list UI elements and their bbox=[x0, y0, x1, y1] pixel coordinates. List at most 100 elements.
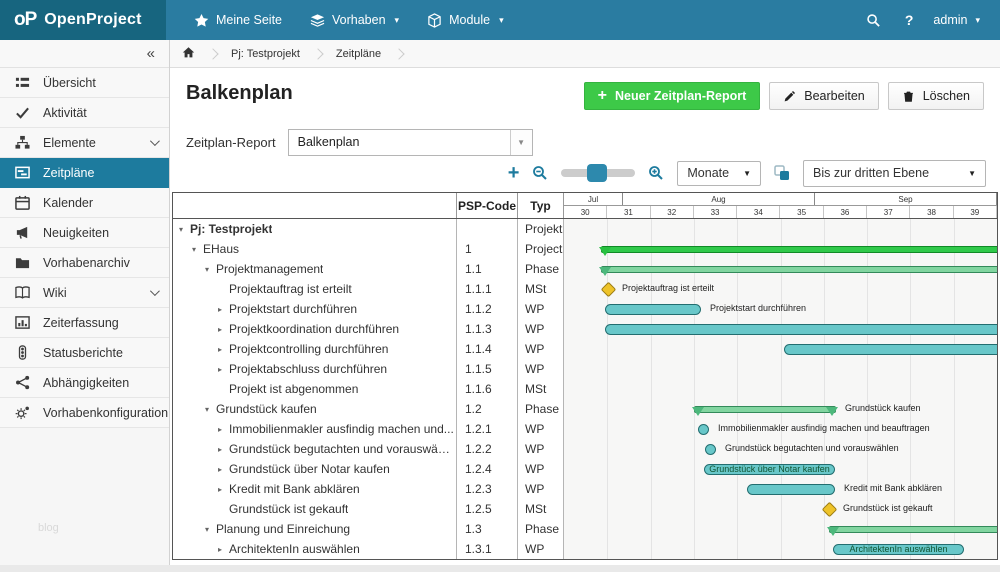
add-column-button[interactable]: + bbox=[507, 162, 520, 184]
task-bar-projektkoordination-durchf-hren[interactable] bbox=[605, 323, 997, 335]
outline-levels-icon[interactable] bbox=[774, 165, 790, 181]
collapse-row-icon[interactable]: ▾ bbox=[205, 404, 210, 414]
sidebar-item-bersicht[interactable]: Übersicht bbox=[0, 68, 169, 98]
nav-item-meine-seite[interactable]: Meine Seite bbox=[180, 0, 296, 40]
expand-row-icon[interactable]: ▸ bbox=[218, 444, 223, 454]
sidebar-item-label: Übersicht bbox=[43, 75, 96, 90]
expand-row-icon[interactable]: ▸ bbox=[218, 304, 223, 314]
openproject-logo[interactable]: oP OpenProject bbox=[0, 0, 166, 40]
gantt-chart: PSP-Code Typ Jul Aug Sep 30 31 32 33 34 35 36 37 3… bbox=[172, 192, 998, 560]
edit-button[interactable]: Bearbeiten bbox=[769, 82, 879, 110]
expand-row-icon[interactable]: ▸ bbox=[218, 364, 223, 374]
wiki-icon bbox=[14, 285, 30, 300]
column-header-typ[interactable]: Typ bbox=[518, 193, 564, 218]
gantt-row-grundst-ck-ist-gekauft[interactable]: Grundstück ist gekauft 1.2.5 MSt bbox=[173, 499, 997, 519]
expand-row-icon[interactable]: ▸ bbox=[218, 344, 223, 354]
row-name-cell: ▸ Kredit mit Bank abklären bbox=[173, 479, 457, 499]
timeline-week-39: 39 bbox=[954, 206, 997, 218]
layers-icon bbox=[310, 13, 325, 28]
sidebar-item-aktivit-t[interactable]: Aktivität bbox=[0, 98, 169, 128]
report-select[interactable]: Balkenplan ▼ bbox=[287, 128, 533, 156]
task-bar-projektcontrolling-durchf-hren[interactable] bbox=[784, 343, 997, 355]
collapse-icon: « bbox=[146, 45, 155, 62]
sidebar-item-elemente[interactable]: Elemente bbox=[0, 128, 169, 158]
sidebar-collapse-button[interactable]: « bbox=[0, 40, 169, 68]
task-bar-architektenin-ausw-hlen[interactable]: ArchitektenIn auswählen bbox=[833, 543, 964, 555]
expand-row-icon[interactable]: ▸ bbox=[218, 544, 223, 554]
sidebar-item-vorhabenarchiv[interactable]: Vorhabenarchiv bbox=[0, 248, 169, 278]
gantt-row-pj-testprojekt[interactable]: ▾ Pj: Testprojekt Projekt bbox=[173, 219, 997, 239]
gantt-row-projektabschluss-durchf-hren[interactable]: ▸ Projektabschluss durchführen 1.1.5 WP bbox=[173, 359, 997, 379]
breadcrumb-item-pj-testprojekt[interactable]: Pj: Testprojekt bbox=[231, 47, 300, 60]
sidebar-item-abh-ngigkeiten[interactable]: Abhängigkeiten bbox=[0, 368, 169, 398]
collapse-row-icon[interactable]: ▾ bbox=[192, 244, 197, 254]
collapse-row-icon[interactable]: ▾ bbox=[205, 264, 210, 274]
task-bar-grundst-ck-begutachten-und-vorausw-hlen[interactable] bbox=[705, 443, 716, 455]
zoom-in-button[interactable] bbox=[648, 165, 664, 181]
row-name-cell: ▾ Grundstück kaufen bbox=[173, 399, 457, 419]
gantt-row-grundst-ck-kaufen[interactable]: ▾ Grundstück kaufen 1.2 Phase bbox=[173, 399, 997, 419]
row-name-cell: ▾ Planung und Einreichung bbox=[173, 519, 457, 539]
expand-row-icon[interactable]: ▸ bbox=[218, 484, 223, 494]
gantt-row-grundst-ck-begutachten-und-vorausw-hlen[interactable]: ▸ Grundstück begutachten und vorauswählen… bbox=[173, 439, 997, 459]
phase-bar-planung-und-einreichung[interactable] bbox=[829, 525, 997, 533]
task-bar-immobilienmakler-ausfindig-machen-und[interactable] bbox=[698, 423, 709, 435]
gantt-row-projekt-ist-abgenommen[interactable]: Projekt ist abgenommen 1.1.6 MSt bbox=[173, 379, 997, 399]
timeline-week-33: 33 bbox=[694, 206, 738, 218]
sidebar-item-wiki[interactable]: Wiki bbox=[0, 278, 169, 308]
sidebar-item-zeitpl-ne[interactable]: Zeitpläne bbox=[0, 158, 169, 188]
gantt-row-projektauftrag-ist-erteilt[interactable]: Projektauftrag ist erteilt 1.1.1 MSt bbox=[173, 279, 997, 299]
zoom-slider[interactable] bbox=[561, 164, 636, 182]
row-typ: WP bbox=[518, 459, 564, 479]
home-icon[interactable] bbox=[182, 46, 195, 62]
sidebar-item-statusberichte[interactable]: Statusberichte bbox=[0, 338, 169, 368]
search-button[interactable] bbox=[856, 0, 891, 40]
row-psp-code: 1.2.1 bbox=[457, 419, 518, 439]
task-bar-grundst-ck-ber-notar-kaufen[interactable]: Grundstück über Notar kaufen bbox=[704, 463, 835, 475]
new-report-button[interactable]: + Neuer Zeitplan-Report bbox=[583, 82, 761, 110]
expand-row-icon[interactable]: ▸ bbox=[218, 324, 223, 334]
gantt-row-immobilienmakler-ausfindig-machen-und[interactable]: ▸ Immobilienmakler ausfindig machen und..… bbox=[173, 419, 997, 439]
task-bar-kredit-mit-bank-abkl-ren[interactable] bbox=[747, 483, 835, 495]
outline-level-select[interactable]: Bis zur dritten Ebene ▼ bbox=[803, 159, 986, 187]
row-typ: WP bbox=[518, 299, 564, 319]
expand-row-icon[interactable]: ▸ bbox=[218, 424, 223, 434]
gantt-row-grundst-ck-ber-notar-kaufen[interactable]: ▸ Grundstück über Notar kaufen 1.2.4 WP bbox=[173, 459, 997, 479]
sidebar-item-neuigkeiten[interactable]: Neuigkeiten bbox=[0, 218, 169, 248]
delete-button[interactable]: Löschen bbox=[887, 82, 984, 110]
sidebar-item-kalender[interactable]: Kalender bbox=[0, 188, 169, 218]
sidebar-item-vorhabenkonfiguration[interactable]: Vorhabenkonfiguration bbox=[0, 398, 169, 428]
collapse-row-icon[interactable]: ▾ bbox=[205, 524, 210, 534]
expand-row-icon[interactable]: ▸ bbox=[218, 464, 223, 474]
user-menu[interactable]: admin ▾ bbox=[927, 13, 986, 27]
nav-item-module[interactable]: Module ▾ bbox=[413, 0, 518, 40]
nav-item-vorhaben[interactable]: Vorhaben ▾ bbox=[296, 0, 413, 40]
gantt-row-planung-und-einreichung[interactable]: ▾ Planung und Einreichung 1.3 Phase bbox=[173, 519, 997, 539]
row-typ: WP bbox=[518, 539, 564, 559]
column-header-psp-code[interactable]: PSP-Code bbox=[457, 193, 518, 218]
row-psp-code: 1.1.2 bbox=[457, 299, 518, 319]
breadcrumb-separator-icon bbox=[312, 47, 324, 60]
cube-icon bbox=[427, 12, 442, 28]
star-icon bbox=[194, 13, 209, 28]
project-bar-ehaus[interactable] bbox=[601, 245, 997, 253]
bar-inside-label: ArchitektenIn auswählen bbox=[849, 544, 948, 554]
gantt-row-kredit-mit-bank-abkl-ren[interactable]: ▸ Kredit mit Bank abklären 1.2.3 WP bbox=[173, 479, 997, 499]
zoom-slider-handle[interactable] bbox=[587, 164, 608, 182]
phase-bar-projektmanagement[interactable] bbox=[601, 265, 997, 273]
phase-bar-grundst-ck-kaufen[interactable] bbox=[694, 405, 836, 413]
sidebar-item-zeiterfassung[interactable]: Zeiterfassung bbox=[0, 308, 169, 338]
help-button[interactable]: ? bbox=[895, 0, 924, 40]
sidebar-item-label: Vorhabenkonfiguration bbox=[43, 405, 169, 420]
gantt-row-projektstart-durchf-hren[interactable]: ▸ Projektstart durchführen 1.1.2 WP bbox=[173, 299, 997, 319]
breadcrumb-item-zeitpl-ne[interactable]: Zeitpläne bbox=[335, 47, 382, 60]
row-psp-code: 1.1 bbox=[457, 259, 518, 279]
column-header-name[interactable] bbox=[173, 193, 457, 218]
zoom-out-button[interactable] bbox=[532, 165, 548, 181]
chevron-down-icon: ▼ bbox=[509, 129, 532, 155]
row-typ: MSt bbox=[518, 499, 564, 519]
zoom-unit-select[interactable]: Monate ▼ bbox=[677, 160, 761, 186]
collapse-row-icon[interactable]: ▾ bbox=[179, 224, 184, 234]
row-name: Planung und Einreichung bbox=[216, 522, 351, 536]
task-bar-projektstart-durchf-hren[interactable] bbox=[605, 303, 701, 315]
